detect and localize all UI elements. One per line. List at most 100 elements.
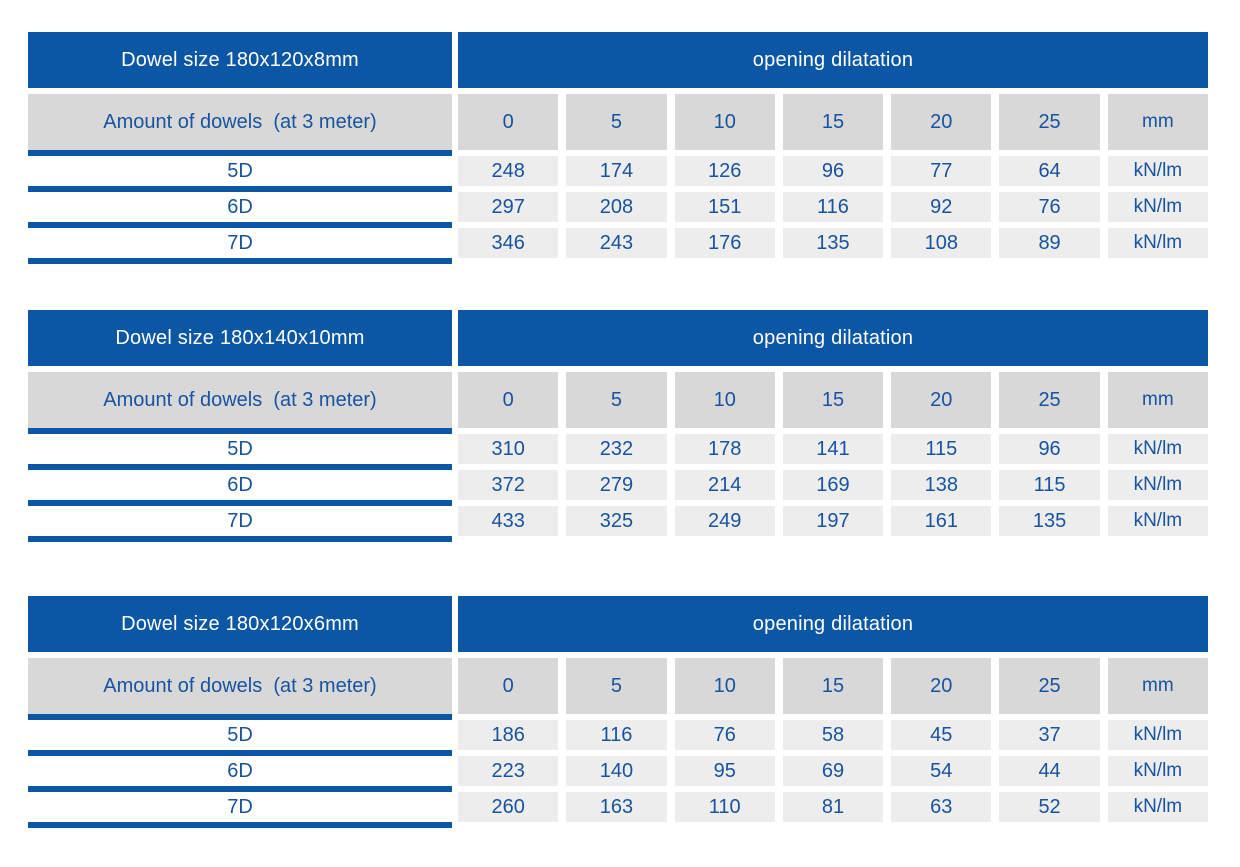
value-cell: 95 (674, 756, 775, 786)
value-cell: 249 (674, 506, 775, 536)
unit-cell: kN/lm (1107, 720, 1208, 750)
value-cell: 232 (566, 434, 667, 464)
value-cell: 372 (458, 470, 559, 500)
value-cell: 208 (566, 192, 667, 222)
opening-dilatation-header: opening dilatation (458, 596, 1208, 652)
value-cell: 197 (782, 506, 884, 536)
value-cell: 140 (566, 756, 667, 786)
unit-cell: kN/lm (1107, 756, 1208, 786)
column-header-15: 15 (782, 94, 884, 150)
dowel-table-180x120x6mm: Dowel size 180x120x6mm opening dilatatio… (28, 596, 1208, 828)
unit-cell: kN/lm (1107, 792, 1208, 822)
dilatation-column-headers: 0 5 10 15 20 25 mm (458, 94, 1208, 150)
value-cell: 243 (566, 228, 667, 258)
column-header-20: 20 (891, 94, 992, 150)
divider-bar (28, 822, 452, 828)
unit-cell: kN/lm (1107, 506, 1208, 536)
value-cell: 141 (782, 434, 884, 464)
column-header-10: 10 (674, 658, 775, 714)
opening-dilatation-header: opening dilatation (458, 310, 1208, 366)
row-label-6d: 6D (28, 756, 452, 786)
value-cell: 116 (782, 192, 884, 222)
row-label-6d: 6D (28, 192, 452, 222)
column-header-20: 20 (891, 372, 992, 428)
unit-column-header: mm (1107, 658, 1208, 714)
value-cell: 64 (999, 156, 1100, 186)
value-cell: 176 (674, 228, 775, 258)
value-cell: 96 (782, 156, 884, 186)
column-header-0: 0 (458, 372, 559, 428)
row-label-6d: 6D (28, 470, 452, 500)
divider-bar (28, 258, 452, 264)
divider-bar (28, 500, 452, 506)
dowel-table-180x120x8mm: Dowel size 180x120x8mm opening dilatatio… (28, 32, 1208, 264)
table-row-5d: 186 116 76 58 45 37 kN/lm (458, 720, 1208, 750)
value-cell: 135 (782, 228, 884, 258)
dowel-table-180x140x10mm: Dowel size 180x140x10mm opening dilatati… (28, 310, 1208, 542)
amount-of-dowels-header: Amount of dowels (at 3 meter) (28, 94, 452, 150)
value-cell: 77 (891, 156, 992, 186)
unit-cell: kN/lm (1107, 156, 1208, 186)
value-cell: 138 (891, 470, 992, 500)
value-cell: 63 (891, 792, 992, 822)
value-cell: 135 (999, 506, 1100, 536)
value-cell: 297 (458, 192, 559, 222)
row-label-5d: 5D (28, 434, 452, 464)
value-cell: 54 (891, 756, 992, 786)
value-cell: 186 (458, 720, 559, 750)
table-row-6d: 372 279 214 169 138 115 kN/lm (458, 470, 1208, 500)
table-row-6d: 223 140 95 69 54 44 kN/lm (458, 756, 1208, 786)
column-header-5: 5 (566, 658, 667, 714)
divider-bar (28, 786, 452, 792)
value-cell: 92 (891, 192, 992, 222)
value-cell: 45 (891, 720, 992, 750)
table-row-7d: 433 325 249 197 161 135 kN/lm (458, 506, 1208, 536)
table-title: Dowel size 180x120x6mm (28, 596, 452, 652)
column-header-25: 25 (999, 372, 1100, 428)
divider-bar (28, 222, 452, 228)
value-cell: 89 (999, 228, 1100, 258)
divider-bar (28, 750, 452, 756)
row-label-7d: 7D (28, 228, 452, 258)
value-cell: 52 (999, 792, 1100, 822)
divider-bar (28, 150, 452, 156)
value-cell: 110 (674, 792, 775, 822)
divider-bar (28, 428, 452, 434)
value-cell: 126 (674, 156, 775, 186)
table-title: Dowel size 180x120x8mm (28, 32, 452, 88)
value-cell: 169 (782, 470, 884, 500)
value-cell: 279 (566, 470, 667, 500)
table-row-5d: 248 174 126 96 77 64 kN/lm (458, 156, 1208, 186)
table-row-7d: 260 163 110 81 63 52 kN/lm (458, 792, 1208, 822)
value-cell: 248 (458, 156, 559, 186)
table-row-7d: 346 243 176 135 108 89 kN/lm (458, 228, 1208, 258)
value-cell: 116 (566, 720, 667, 750)
value-cell: 108 (891, 228, 992, 258)
column-header-25: 25 (999, 94, 1100, 150)
dilatation-column-headers: 0 5 10 15 20 25 mm (458, 658, 1208, 714)
row-label-7d: 7D (28, 792, 452, 822)
divider-bar (28, 186, 452, 192)
value-cell: 58 (782, 720, 884, 750)
value-cell: 81 (782, 792, 884, 822)
amount-of-dowels-header: Amount of dowels (at 3 meter) (28, 372, 452, 428)
column-header-20: 20 (891, 658, 992, 714)
opening-dilatation-header: opening dilatation (458, 32, 1208, 88)
column-header-10: 10 (674, 94, 775, 150)
value-cell: 163 (566, 792, 667, 822)
value-cell: 223 (458, 756, 559, 786)
value-cell: 44 (999, 756, 1100, 786)
value-cell: 260 (458, 792, 559, 822)
unit-cell: kN/lm (1107, 228, 1208, 258)
column-header-25: 25 (999, 658, 1100, 714)
column-header-15: 15 (782, 372, 884, 428)
value-cell: 151 (674, 192, 775, 222)
row-label-5d: 5D (28, 720, 452, 750)
value-cell: 115 (891, 434, 992, 464)
divider-bar (28, 464, 452, 470)
dilatation-column-headers: 0 5 10 15 20 25 mm (458, 372, 1208, 428)
unit-column-header: mm (1107, 372, 1208, 428)
value-cell: 161 (891, 506, 992, 536)
value-cell: 433 (458, 506, 559, 536)
value-cell: 346 (458, 228, 559, 258)
